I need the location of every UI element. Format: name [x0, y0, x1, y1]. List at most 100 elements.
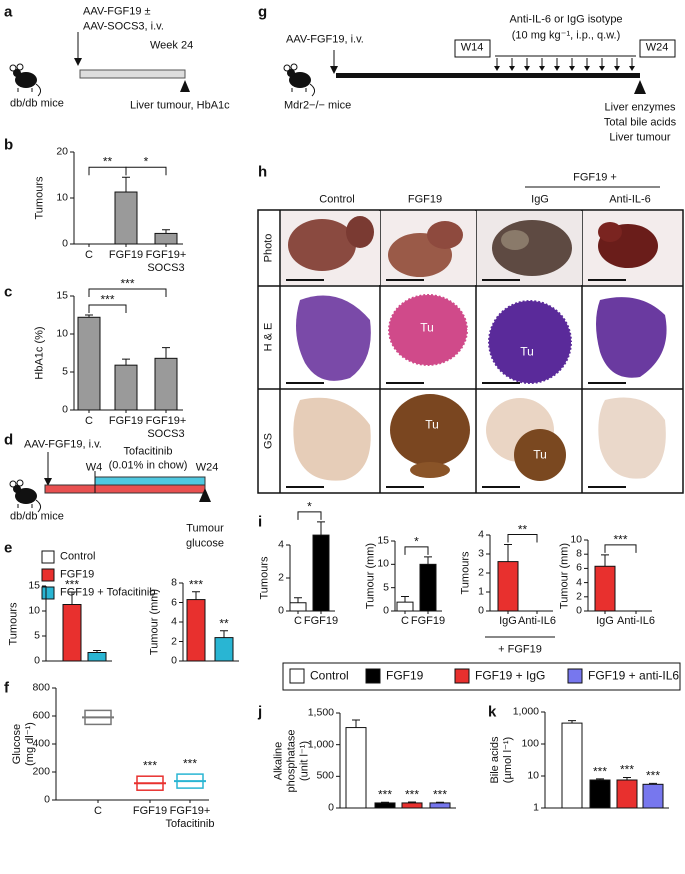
panel-letter: i [258, 513, 263, 531]
y-axis-label: Tumours [7, 602, 20, 645]
bar [77, 316, 101, 411]
y-tick-label: 10 [570, 533, 582, 546]
y-axis-label: Tumour (mm) [364, 542, 377, 610]
row-header: GS [262, 433, 275, 449]
legend-swatch [567, 668, 583, 684]
mouse-icon [9, 63, 42, 97]
significance-label: *** [432, 787, 448, 802]
y-tick-label: 4 [278, 538, 284, 551]
y-axis-label: Tumour (mm) [558, 542, 571, 609]
tumour-label: Tu [533, 447, 547, 462]
error-bar [623, 776, 631, 780]
y-tick-label: 2 [576, 590, 582, 603]
diagram-text: Tofacitinib [123, 445, 173, 458]
y-tick-label: 10 [56, 327, 68, 340]
panel-letter: c [4, 283, 13, 301]
x-tick-label: IgG [596, 615, 614, 627]
legend-label: FGF19 + Tofacitinib [60, 586, 156, 599]
y-tick-label: 0 [576, 604, 582, 617]
x-tick-label: C [94, 805, 102, 817]
y-tick-label: 5 [34, 629, 40, 642]
significance-bracket [125, 166, 167, 176]
significance-bracket [507, 534, 538, 543]
diagram-text: AAV-FGF19, i.v. [24, 438, 102, 451]
y-tick-label: 400 [32, 737, 50, 750]
panel-letter: k [488, 703, 497, 721]
panel-letter: g [258, 3, 268, 21]
y-axis-label: Tumours [258, 556, 271, 600]
bar [114, 191, 138, 245]
diagram-text: W24 [195, 461, 219, 474]
x-tick-label: FGF19 [303, 615, 339, 627]
panel-letter: d [4, 431, 14, 449]
y-tick-label: 0 [171, 654, 177, 667]
y-tick-label: 0 [478, 604, 484, 617]
y-tick-label: 10 [377, 557, 389, 570]
x-tick-label: FGF19 [108, 415, 144, 427]
bar [154, 232, 178, 245]
y-tick-label: 1,000 [512, 705, 539, 718]
bar [186, 599, 206, 662]
bar [594, 565, 616, 612]
y-axis-label: Alkaline phosphatase (unit l⁻¹) [272, 729, 311, 792]
legend-swatch [454, 668, 470, 684]
y-tick-label: 0 [328, 801, 334, 814]
tumour-label: Tu [520, 344, 534, 359]
error-bar [424, 556, 432, 565]
panel-letter: j [258, 703, 263, 721]
significance-label: * [414, 534, 419, 549]
x-tick-label: Anti-IL6 [518, 615, 556, 627]
legend-label: FGF19 + anti-IL6 [588, 668, 680, 683]
x-tick-label: FGF19+ Tofacitinib [165, 805, 215, 830]
bar [87, 652, 107, 662]
dosing-arrows [494, 58, 635, 71]
y-tick-label: 0 [62, 237, 68, 250]
error-bar [408, 801, 416, 803]
image-grid [257, 209, 684, 494]
legend-label: FGF19 [60, 568, 95, 581]
y-tick-label: 20 [56, 145, 68, 158]
y-tick-label: 4 [576, 576, 582, 589]
diagram-text: glucose [186, 537, 224, 550]
legend-box [282, 662, 681, 691]
x-tick-label: FGF19+ SOCS3 [145, 249, 187, 274]
error-bar [85, 314, 93, 318]
significance-label: *** [188, 577, 204, 592]
legend-label: Control [60, 550, 96, 563]
y-axis-label: Glucose (mg dl⁻¹) [11, 722, 36, 766]
significance-label: *** [142, 758, 158, 773]
x-tick-label: Anti-IL6 [617, 615, 655, 627]
y-tick-label: 200 [32, 765, 50, 778]
x-tick-label: FGF19 [410, 615, 446, 627]
timeline-bar [336, 73, 640, 78]
diagram-text: Liver tumour, HbA1c [130, 99, 230, 112]
endpoint-marker [199, 488, 211, 502]
y-tick-label: 0 [34, 654, 40, 667]
bar [429, 802, 451, 809]
x-tick-label: IgG [499, 615, 517, 627]
y-tick-label: 600 [32, 709, 50, 722]
y-tick-label: 15 [377, 534, 389, 547]
diagram-text: Tumour [186, 522, 224, 535]
y-tick-label: 5 [62, 365, 68, 378]
y-tick-label: 500 [316, 769, 334, 782]
bar [345, 727, 367, 809]
tumour-label: Tu [425, 417, 439, 432]
diagram-text: AAV-SOCS3, i.v. [83, 20, 164, 33]
error-bar [436, 801, 444, 803]
diagram-text: AAV-FGF19, i.v. [286, 33, 364, 46]
y-axis-label: HbA1c (%) [33, 326, 46, 380]
endpoint-marker [180, 80, 190, 92]
x-tick-label: FGF19 [108, 249, 144, 261]
column-header: FGF19 [407, 193, 443, 206]
x-tick-label: C [294, 615, 302, 627]
y-tick-label: 0 [278, 604, 284, 617]
diagram-text: Anti-IL-6 or IgG isotype [509, 13, 623, 26]
y-tick-label: 6 [171, 596, 177, 608]
start-box [454, 39, 491, 58]
legend-label: FGF19 + IgG [475, 668, 546, 683]
error-bar [381, 801, 389, 803]
panel-letter: h [258, 163, 268, 181]
bar [561, 722, 583, 809]
